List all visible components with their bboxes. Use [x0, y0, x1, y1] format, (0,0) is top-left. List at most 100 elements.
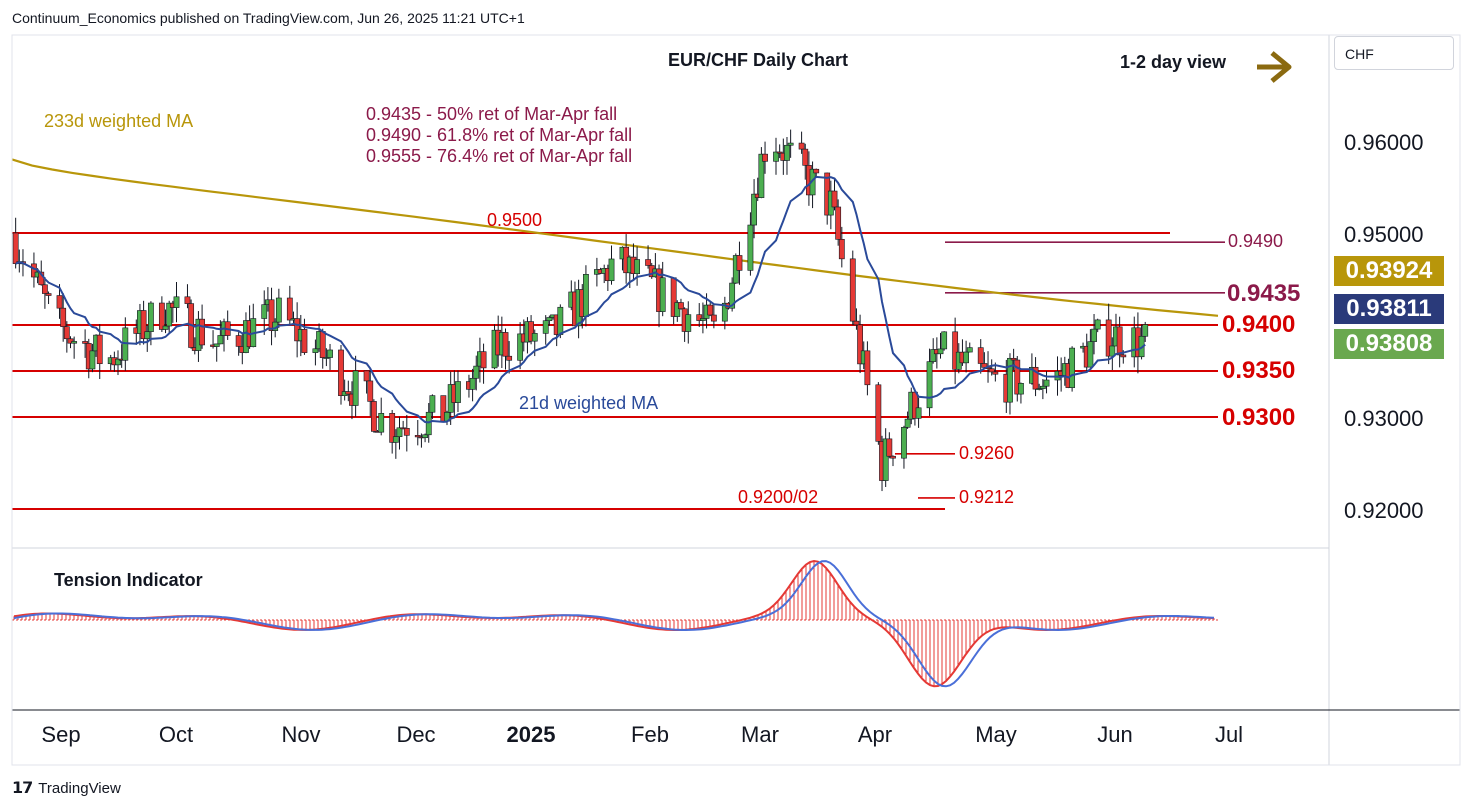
level-label-0.9400: 0.9400 — [1222, 311, 1296, 338]
candle-body — [1091, 328, 1097, 342]
candle-body — [915, 407, 922, 419]
x-axis-label: Nov — [281, 722, 321, 747]
candle-body — [798, 142, 805, 150]
candle-body — [557, 306, 564, 335]
candle-body — [645, 259, 651, 266]
level-label-0.9212: 0.9212 — [959, 487, 1015, 507]
candle-body — [528, 321, 534, 342]
candle-body — [977, 347, 984, 364]
candle-body — [327, 349, 333, 358]
ma233-value-badge: 0.93924 — [1334, 256, 1444, 286]
candle-body — [634, 259, 640, 275]
x-axis-label: Jul — [1214, 722, 1244, 747]
candle-body — [831, 190, 838, 208]
candle-body — [429, 395, 436, 413]
candle-body — [531, 333, 538, 342]
candle-body — [608, 258, 615, 282]
candle-body — [1036, 388, 1043, 390]
x-axis-label: Dec — [396, 722, 436, 747]
tension-indicator-label: Tension Indicator — [54, 570, 203, 590]
x-axis-label: Mar — [741, 722, 779, 747]
candle-body — [674, 302, 681, 317]
candle-body — [882, 438, 889, 481]
candle-body — [890, 455, 896, 459]
level-label-0.9260: 0.9260 — [959, 443, 1015, 463]
candle-body — [966, 347, 973, 353]
candle-body — [1142, 324, 1149, 337]
candle-body — [517, 333, 524, 361]
price-axis-label: 0.95000 — [1344, 222, 1424, 247]
price-axis-label: 0.92000 — [1344, 498, 1424, 523]
candle-body — [901, 427, 907, 459]
candle-body — [56, 295, 63, 309]
last-price-badge: 0.93808 — [1334, 329, 1444, 359]
brand-name: TradingView — [38, 779, 121, 797]
candle-body — [345, 391, 352, 395]
candle-body — [992, 371, 999, 375]
candle-body — [1007, 357, 1013, 403]
candle-body — [63, 326, 70, 340]
level-label-0.9350: 0.9350 — [1222, 357, 1296, 384]
price-axis-label: 0.93000 — [1344, 406, 1424, 431]
candle-body — [838, 239, 845, 260]
arrow-head — [1270, 51, 1292, 83]
ma21-path — [15, 175, 1146, 424]
candle-body — [425, 411, 432, 436]
candle-body — [699, 318, 706, 321]
candle-body — [835, 206, 842, 240]
candle-body — [82, 341, 89, 344]
candle-body — [166, 302, 173, 327]
candle-body — [952, 331, 959, 370]
candle-body — [89, 350, 96, 370]
candle-body — [506, 355, 513, 361]
candle-body — [1018, 383, 1024, 395]
candle-body — [115, 358, 121, 366]
x-axis-label: Jun — [1097, 722, 1133, 747]
candle-body — [235, 335, 242, 347]
candle-body — [389, 413, 396, 443]
x-axis-label: 2025 — [506, 722, 556, 747]
candle-body — [184, 296, 191, 304]
footer-brand[interactable]: 𝟭𝟳 TradingView — [12, 778, 121, 798]
candle-body — [41, 284, 48, 294]
candle-body — [392, 436, 399, 443]
candle-body — [787, 142, 794, 146]
candle-body — [904, 418, 911, 428]
candle-body — [403, 428, 410, 436]
candle-body — [422, 434, 428, 438]
currency-axis-button[interactable]: CHF — [1334, 36, 1454, 70]
candle-body — [710, 314, 717, 322]
candle-body — [301, 329, 308, 353]
candle-body — [45, 293, 52, 296]
candle-body — [784, 144, 790, 161]
candle-body — [696, 314, 703, 321]
candle-body — [148, 302, 154, 332]
publisher-header: Continuum_Economics published on Trading… — [12, 10, 525, 26]
level-label-0.9435: 0.9435 — [1227, 280, 1301, 307]
candle-body — [60, 307, 67, 327]
candle-body — [1039, 385, 1046, 389]
candle-body — [941, 331, 948, 350]
candles — [12, 129, 1149, 492]
candle-body — [542, 320, 549, 334]
candle-body — [480, 351, 487, 369]
candle-body — [886, 438, 893, 457]
candle-body — [455, 381, 461, 403]
candle-body — [747, 224, 754, 271]
x-axis-label: May — [975, 722, 1017, 747]
ma21-value-badge: 0.93811 — [1334, 294, 1444, 324]
candle-body — [1116, 326, 1123, 356]
candle-body — [275, 297, 282, 323]
candle-body — [721, 302, 728, 322]
candle-body — [546, 317, 553, 321]
candle-body — [864, 350, 871, 386]
x-axis-label: Feb — [631, 722, 669, 747]
x-axis-label: Oct — [158, 722, 194, 747]
price-axis-label: 0.96000 — [1344, 130, 1424, 155]
candle-body — [96, 334, 103, 365]
candle-body — [1069, 347, 1076, 388]
candle-body — [853, 320, 860, 326]
candle-body — [1094, 319, 1101, 330]
candle-body — [751, 193, 757, 226]
candle-body — [502, 332, 509, 357]
